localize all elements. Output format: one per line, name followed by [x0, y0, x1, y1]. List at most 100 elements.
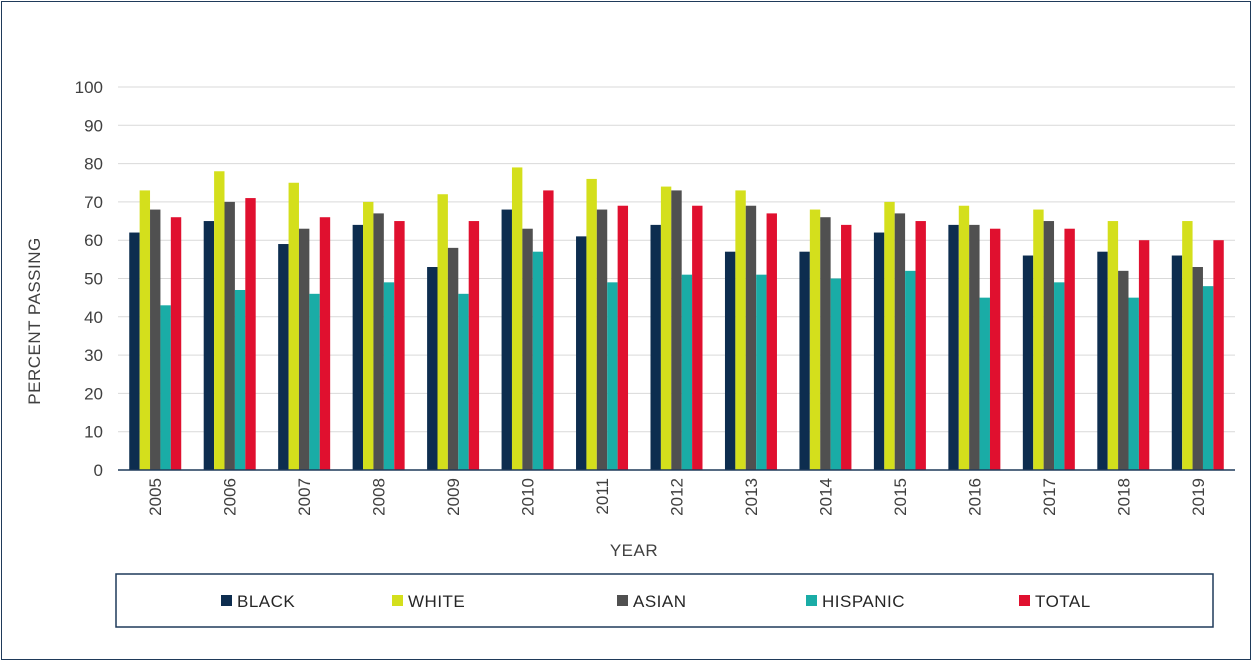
- bar-white-2017: [1033, 209, 1044, 470]
- bar-black-2007: [278, 244, 289, 470]
- legend-label-hispanic: HISPANIC: [822, 592, 905, 611]
- bar-black-2013: [724, 251, 736, 470]
- y-tick-label: 100: [75, 78, 103, 97]
- bar-black-2011: [576, 236, 587, 470]
- bar-total-2015: [915, 221, 926, 470]
- bar-black-2005: [129, 232, 140, 470]
- bar-hispanic-2005: [160, 305, 171, 470]
- bar-black-2018: [1097, 251, 1108, 470]
- bar-asian-2015: [894, 213, 906, 470]
- bar-white-2014: [809, 209, 821, 470]
- y-tick-label: 90: [84, 116, 103, 135]
- bar-black-2014: [799, 251, 810, 470]
- legend-label-black: BLACK: [237, 592, 295, 611]
- y-tick-label: 70: [84, 193, 103, 212]
- bar-white-2006: [214, 171, 225, 470]
- bar-hispanic-2018: [1128, 297, 1139, 470]
- bar-hispanic-2013: [756, 274, 767, 470]
- bar-black-2017: [1022, 255, 1034, 470]
- bar-asian-2011: [596, 209, 608, 470]
- bar-asian-2006: [224, 201, 235, 470]
- bar-total-2008: [394, 221, 405, 470]
- x-tick-label: 2018: [1114, 478, 1133, 516]
- bar-asian-2018: [1118, 270, 1129, 470]
- bar-black-2015: [873, 232, 885, 470]
- x-tick-label: 2010: [519, 478, 538, 516]
- x-tick-label: 2014: [816, 478, 835, 516]
- bar-total-2009: [468, 221, 480, 470]
- y-tick-label: 50: [84, 270, 103, 289]
- y-axis-title: PERCENT PASSING: [25, 237, 44, 404]
- bar-white-2005: [139, 190, 151, 470]
- bar-white-2012: [660, 186, 672, 470]
- bar-black-2006: [203, 221, 215, 470]
- y-tick-label: 10: [84, 423, 103, 442]
- bar-hispanic-2010: [532, 251, 544, 470]
- bar-total-2017: [1064, 228, 1075, 470]
- y-tick-label: 60: [84, 231, 103, 250]
- bar-black-2008: [352, 224, 364, 470]
- legend-label-asian: ASIAN: [633, 592, 687, 611]
- bar-total-2010: [543, 190, 554, 470]
- bar-hispanic-2015: [905, 270, 916, 470]
- x-axis-title: YEAR: [610, 541, 658, 560]
- bar-hispanic-2008: [383, 282, 395, 470]
- bar-white-2007: [288, 182, 299, 470]
- y-tick-label: 30: [84, 346, 103, 365]
- bar-white-2019: [1182, 221, 1193, 470]
- bar-total-2013: [766, 213, 777, 470]
- bar-white-2011: [586, 178, 597, 471]
- bar-white-2013: [735, 190, 746, 470]
- bar-total-2018: [1138, 240, 1150, 470]
- legend-label-white: WHITE: [408, 592, 465, 611]
- bar-asian-2013: [745, 205, 757, 471]
- bar-hispanic-2009: [458, 293, 469, 470]
- bar-total-2011: [617, 205, 629, 471]
- legend-swatch-total: [1019, 595, 1030, 606]
- y-axis-ticks: 0 10 20 30 40 50 60 70 80 90 100: [75, 78, 103, 480]
- bar-hispanic-2007: [309, 293, 320, 470]
- x-tick-label: 2009: [444, 478, 463, 516]
- bar-black-2010: [501, 209, 512, 470]
- x-tick-label: 2015: [891, 478, 910, 516]
- bar-total-2016: [989, 228, 1001, 470]
- bar-black-2012: [650, 224, 661, 470]
- legend: BLACK WHITE ASIAN HISPANIC TOTAL: [221, 592, 1091, 611]
- x-tick-label: 2006: [221, 478, 240, 516]
- x-tick-label: 2013: [742, 478, 761, 516]
- bar-white-2015: [884, 201, 895, 470]
- legend-swatch-white: [392, 595, 403, 606]
- y-tick-label: 80: [84, 155, 103, 174]
- legend-swatch-hispanic: [806, 595, 817, 606]
- bar-asian-2010: [522, 228, 533, 470]
- bar-asian-2008: [373, 213, 384, 470]
- bar-asian-2009: [447, 247, 459, 470]
- y-tick-label: 20: [84, 384, 103, 403]
- bar-asian-2012: [671, 190, 682, 470]
- y-tick-label: 40: [84, 308, 103, 327]
- x-tick-label: 2019: [1189, 478, 1208, 516]
- bar-black-2019: [1171, 255, 1183, 470]
- bar-asian-2019: [1192, 267, 1203, 470]
- legend-swatch-asian: [617, 595, 628, 606]
- bar-hispanic-2017: [1054, 282, 1065, 470]
- bar-hispanic-2011: [607, 282, 618, 470]
- bar-total-2019: [1213, 240, 1224, 470]
- bar-total-2014: [841, 224, 852, 470]
- bar-hispanic-2006: [234, 289, 246, 470]
- bar-hispanic-2016: [979, 297, 990, 470]
- bar-asian-2005: [150, 209, 161, 470]
- bar-asian-2007: [298, 228, 310, 470]
- x-tick-label: 2008: [370, 478, 389, 516]
- bars: [129, 167, 1224, 471]
- x-tick-label: 2012: [668, 478, 687, 516]
- bar-hispanic-2014: [830, 278, 842, 470]
- x-tick-label: 2017: [1040, 478, 1059, 516]
- bar-white-2010: [511, 167, 523, 470]
- bar-white-2008: [363, 201, 374, 470]
- legend-label-total: TOTAL: [1035, 592, 1091, 611]
- bar-white-2016: [958, 205, 970, 471]
- legend-swatch-black: [221, 595, 232, 606]
- bar-white-2018: [1107, 221, 1119, 470]
- y-tick-label: 0: [94, 461, 103, 480]
